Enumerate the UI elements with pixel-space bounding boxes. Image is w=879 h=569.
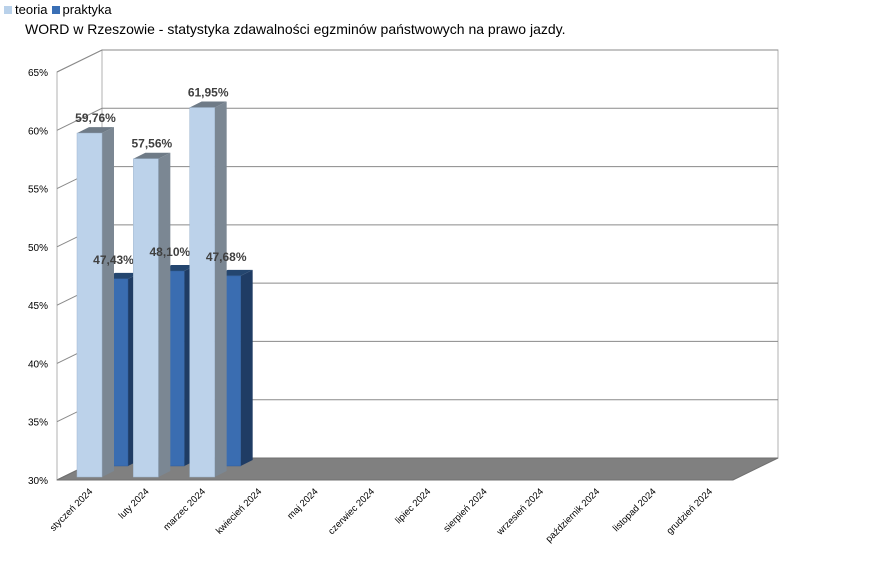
y-tick-label: 45% — [28, 301, 48, 312]
y-tick-label: 30% — [28, 476, 48, 487]
y-tick-label: 55% — [28, 185, 48, 196]
y-tick-label: 50% — [28, 243, 48, 254]
x-tick-label: październik 2024 — [544, 486, 603, 545]
y-tick-label: 35% — [28, 418, 48, 429]
x-tick-label: luty 2024 — [117, 486, 152, 521]
y-tick-label: 65% — [28, 68, 48, 79]
bar-teoria-1-top — [133, 152, 171, 159]
data-label-teoria-1: 57,56% — [131, 137, 172, 151]
x-tick-label: sierpień 2024 — [442, 486, 490, 534]
data-label-praktyka-2: 47,68% — [206, 250, 247, 264]
x-tick-label: kwiecień 2024 — [214, 486, 264, 536]
bar-teoria-1 — [133, 158, 159, 478]
data-label-praktyka-1: 48,10% — [149, 245, 190, 259]
bar-teoria-2 — [189, 107, 215, 478]
data-label-teoria-2: 61,95% — [188, 86, 229, 100]
bar-teoria-0 — [76, 132, 103, 478]
legend-item-teoria: teoria — [4, 2, 48, 17]
legend-item-praktyka: praktyka — [51, 2, 112, 17]
x-tick-label: czerwiec 2024 — [326, 486, 377, 537]
x-tick-label: marzec 2024 — [161, 486, 208, 533]
y-tick-label: 40% — [28, 359, 48, 370]
data-label-teoria-0: 59,76% — [75, 111, 116, 125]
gridline — [56, 107, 778, 131]
legend-swatch-teoria — [4, 5, 12, 14]
bar-teoria-1-side — [158, 152, 171, 478]
x-tick-label: wrzesień 2024 — [494, 486, 546, 538]
bar-teoria-2-side — [214, 101, 227, 477]
legend-swatch-praktyka — [51, 5, 60, 14]
bar-teoria-0-top — [77, 127, 114, 134]
chart-title: WORD w Rzeszowie - statystyka zdawalnośc… — [25, 21, 566, 37]
data-label-praktyka-0: 47,43% — [93, 253, 134, 267]
x-tick-label: listopad 2024 — [611, 486, 659, 534]
y-tick-label: 60% — [28, 126, 48, 137]
x-tick-label: maj 2024 — [285, 486, 320, 521]
x-tick-label: lipiec 2024 — [393, 486, 433, 526]
bar-teoria-2-top — [189, 101, 227, 108]
bar-praktyka-2-side — [240, 269, 253, 466]
legend-label-praktyka: praktyka — [62, 2, 112, 17]
chart-legend: teoria praktyka — [4, 2, 112, 17]
x-tick-label: grudzień 2024 — [665, 486, 715, 536]
legend-label-teoria: teoria — [15, 2, 48, 17]
gridline — [56, 49, 778, 73]
bar-teoria-0-side — [102, 127, 114, 477]
x-tick-label: styczeń 2024 — [48, 486, 95, 533]
